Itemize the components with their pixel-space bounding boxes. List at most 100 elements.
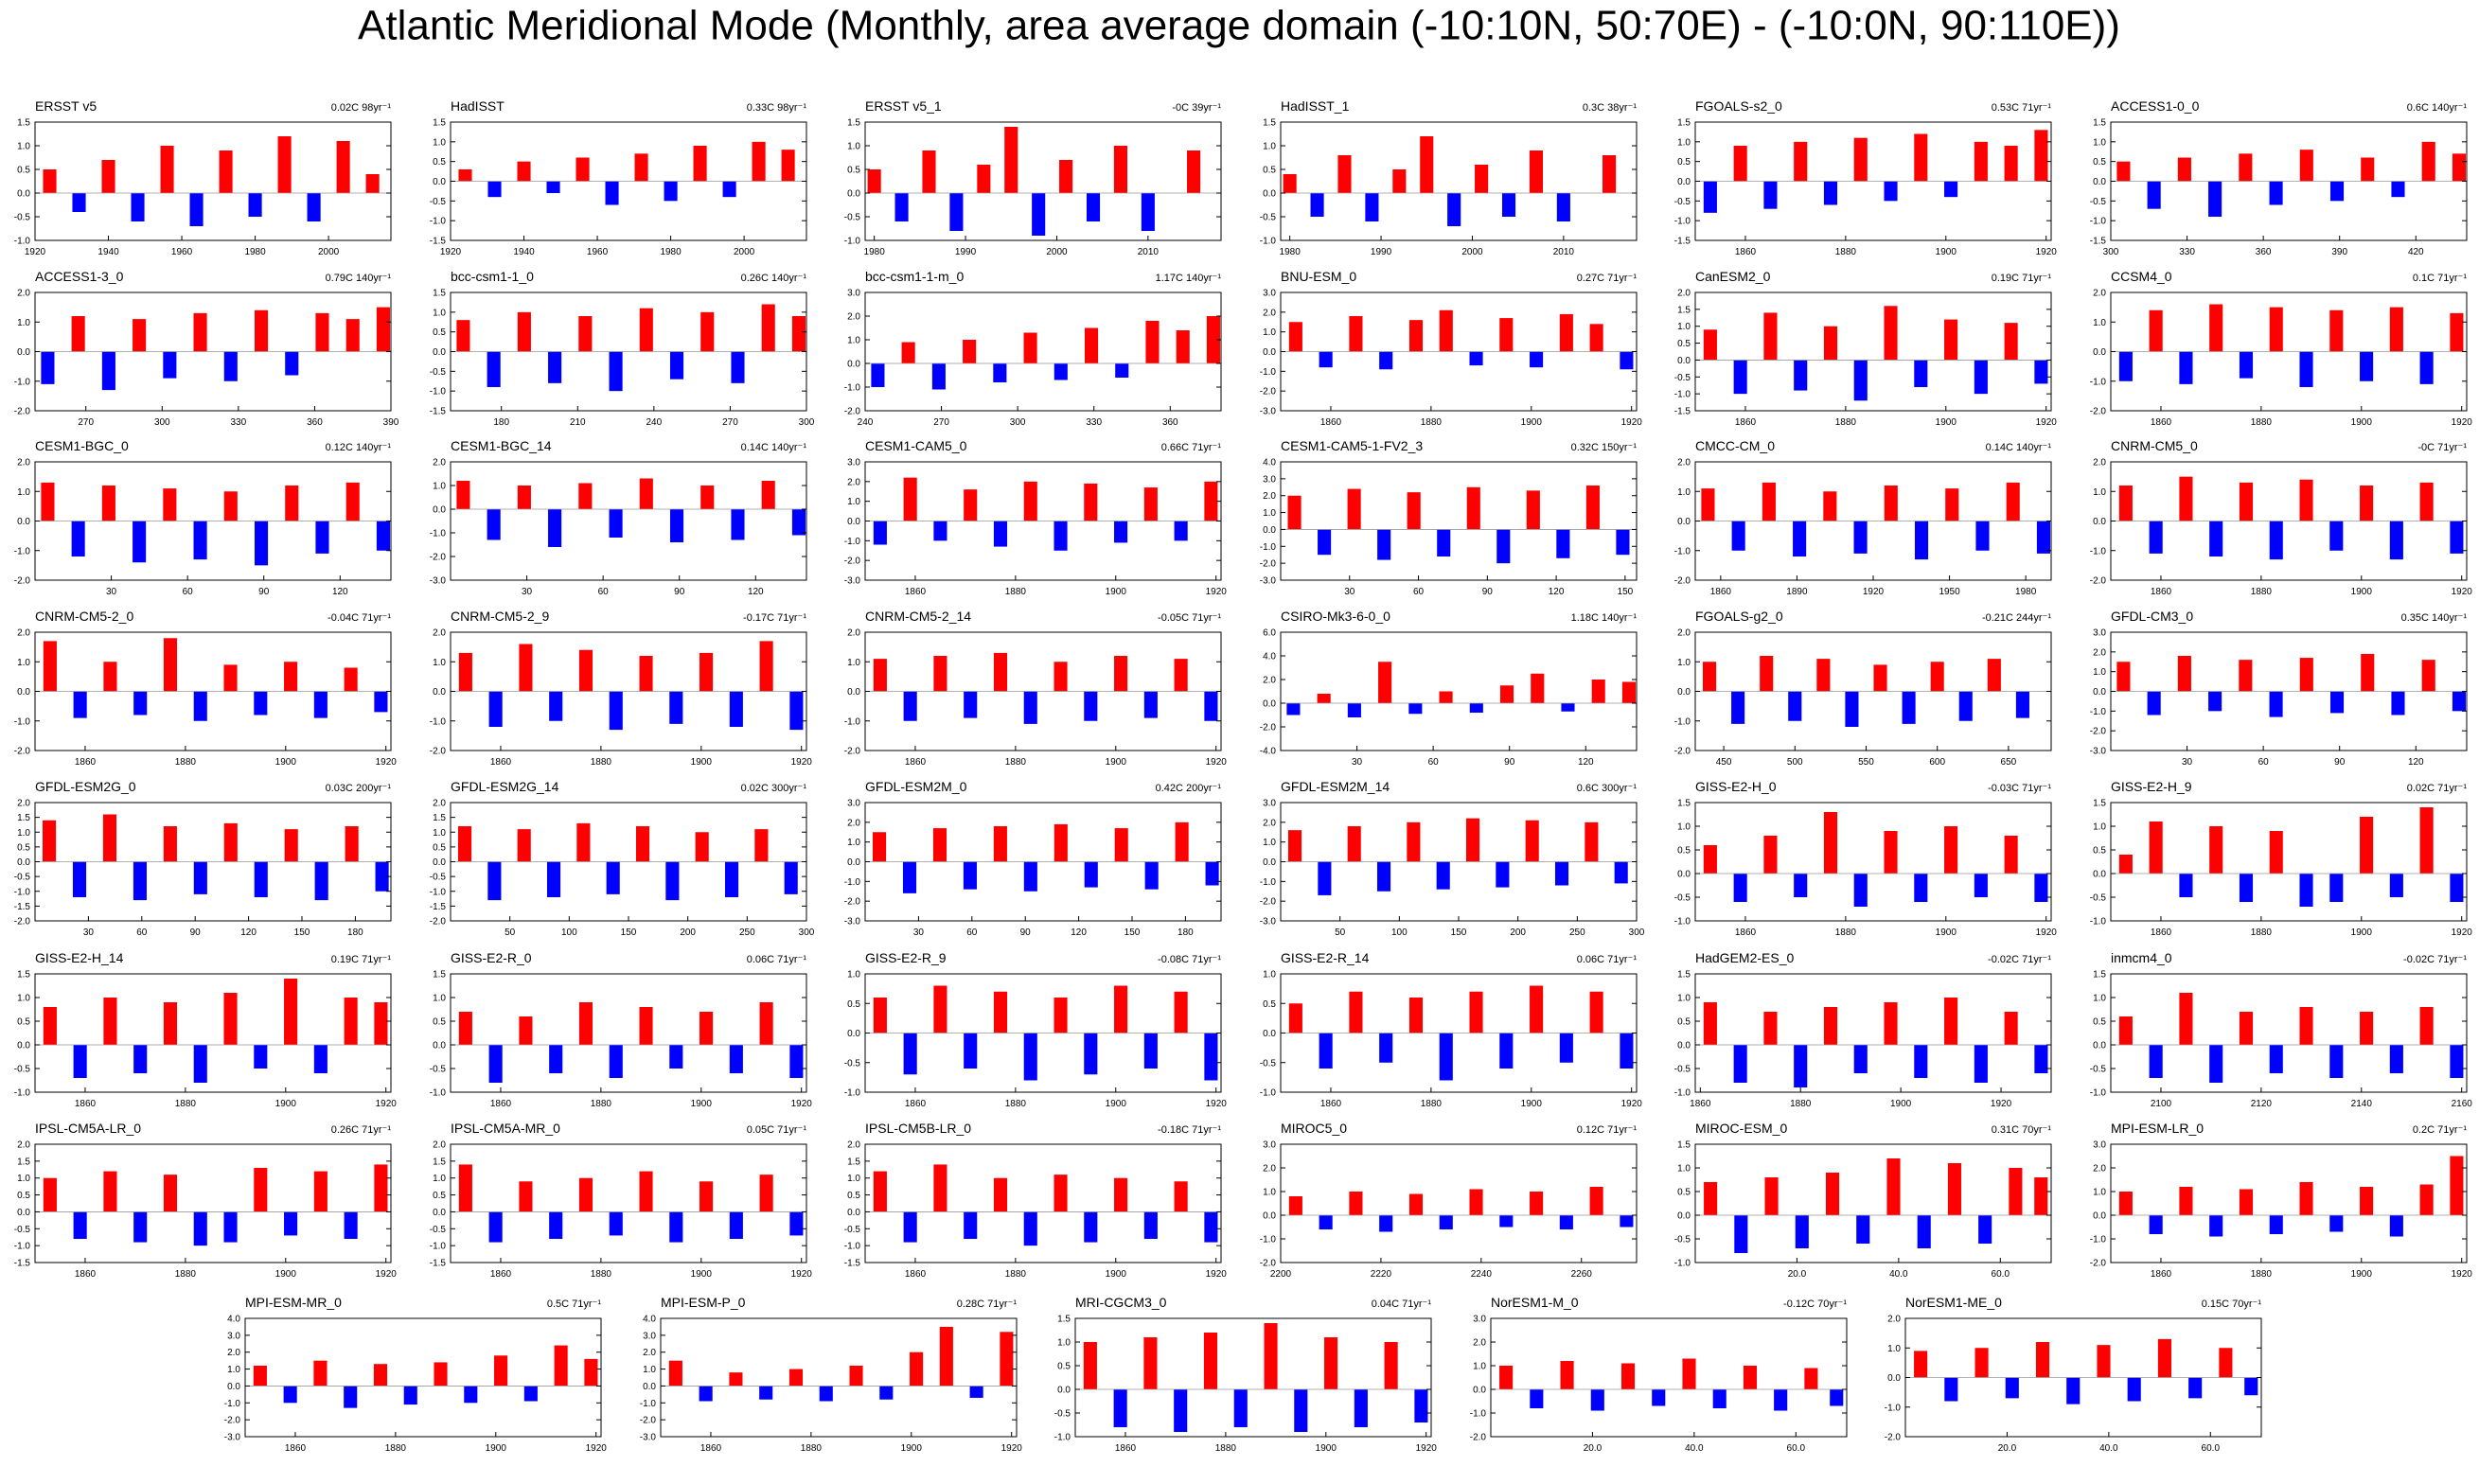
bar xyxy=(2239,351,2254,379)
x-tick-label: 90 xyxy=(1020,928,1032,938)
y-tick-label: -1.0 xyxy=(844,716,861,727)
x-tick-label: 1900 xyxy=(691,1269,713,1280)
bar xyxy=(789,691,804,731)
bar xyxy=(1436,861,1450,890)
x-tick-label: 650 xyxy=(2001,757,2017,768)
bar xyxy=(1054,363,1068,380)
bar xyxy=(2004,1012,2018,1045)
bar xyxy=(1319,1033,1333,1069)
y-tick-label: -1.5 xyxy=(844,1259,861,1269)
bar xyxy=(2147,181,2161,209)
x-tick-label: 1860 xyxy=(2151,417,2172,428)
bar xyxy=(1914,360,1928,387)
y-tick-label: 1.0 xyxy=(433,658,446,668)
panel-title: MPI-ESM-P_0 xyxy=(661,1295,746,1310)
panel-title: CSIRO-Mk3-6-0_0 xyxy=(1281,609,1390,624)
bar xyxy=(1589,1187,1603,1215)
bar xyxy=(1944,181,1958,198)
bar xyxy=(964,1033,978,1069)
bar xyxy=(1437,529,1451,556)
bar xyxy=(2118,1016,2133,1045)
panel-title: CanESM2_0 xyxy=(1695,269,1771,284)
y-tick-label: 0.0 xyxy=(847,360,860,370)
bar xyxy=(1113,146,1127,193)
trend-label: 0.42C 200yr⁻¹ xyxy=(1156,783,1222,794)
y-tick-label: 1.0 xyxy=(1473,1362,1486,1372)
bar xyxy=(731,351,745,383)
bar xyxy=(1944,998,1958,1045)
x-tick-label: 1900 xyxy=(1106,587,1127,597)
panel-title: HadISST_1 xyxy=(1281,98,1350,114)
bar xyxy=(993,991,1008,1034)
bar xyxy=(2219,1348,2233,1378)
plot-frame xyxy=(2110,1143,2468,1263)
y-tick-label: -1.0 xyxy=(1260,367,1277,378)
bar xyxy=(1233,1389,1248,1427)
bar xyxy=(548,509,562,547)
y-tick-label: 1.5 xyxy=(433,118,446,129)
x-tick-label: 1900 xyxy=(2351,1269,2373,1280)
panel-title: BNU-ESM_0 xyxy=(1281,269,1356,284)
bar xyxy=(283,1386,297,1404)
bar xyxy=(1174,659,1188,692)
bar xyxy=(1204,1033,1218,1081)
bar xyxy=(549,1211,563,1239)
trend-label: 0.06C 71yr⁻¹ xyxy=(747,954,807,965)
x-tick-label: 1920 xyxy=(1206,1269,1228,1280)
y-tick-label: 1.0 xyxy=(1677,322,1691,332)
bar xyxy=(1530,985,1544,1034)
x-tick-label: 1990 xyxy=(955,247,977,257)
bar xyxy=(1354,1389,1368,1427)
x-tick-label: 60 xyxy=(2258,757,2270,768)
x-tick-label: 1860 xyxy=(490,1099,512,1109)
bar xyxy=(1376,861,1391,892)
bar xyxy=(1054,521,1068,551)
x-tick-label: 20.0 xyxy=(1584,1443,1602,1454)
bar xyxy=(609,1045,623,1078)
x-tick-label: 30 xyxy=(1352,757,1363,768)
y-tick-label: 0.0 xyxy=(1677,517,1691,527)
bar xyxy=(2450,1045,2464,1078)
bar xyxy=(2361,157,2375,182)
bar xyxy=(133,691,148,716)
bar xyxy=(1914,133,1928,182)
y-tick-label: 0.0 xyxy=(1677,1211,1691,1222)
x-tick-label: 1900 xyxy=(1106,1099,1127,1109)
plot-frame xyxy=(450,802,807,922)
bar xyxy=(365,174,380,193)
bar xyxy=(163,351,177,379)
trend-label: 0.79C 140yr⁻¹ xyxy=(326,273,392,284)
plot-frame xyxy=(450,292,807,412)
panel-title: CESM1-BGC_14 xyxy=(451,438,552,453)
y-tick-label: -1.0 xyxy=(844,537,861,547)
bar xyxy=(1794,874,1808,897)
bar xyxy=(1023,332,1037,363)
y-tick-label: 2.0 xyxy=(1263,1164,1276,1175)
bar xyxy=(1408,1193,1424,1215)
bar xyxy=(1917,1215,1931,1248)
y-tick-label: -0.5 xyxy=(1674,373,1691,383)
trend-label: -0.02C 71yr⁻¹ xyxy=(1988,954,2051,965)
bar xyxy=(1944,826,1958,874)
bar xyxy=(1143,691,1158,718)
bar xyxy=(554,1345,568,1387)
bar xyxy=(1469,991,1483,1034)
bar xyxy=(1347,826,1361,862)
x-tick-label: 1920 xyxy=(2452,417,2473,428)
trend-label: -0.18C 71yr⁻¹ xyxy=(1158,1124,1221,1136)
y-tick-label: -2.0 xyxy=(1674,576,1691,587)
bar xyxy=(193,691,207,721)
y-tick-label: -0.5 xyxy=(2090,893,2107,904)
y-tick-label: 0.0 xyxy=(1263,1029,1276,1039)
x-tick-label: 1880 xyxy=(2251,587,2273,597)
bar xyxy=(1407,822,1421,862)
y-tick-label: 0.5 xyxy=(1263,999,1276,1010)
bar xyxy=(1974,874,1988,897)
bar xyxy=(789,1045,804,1078)
bar xyxy=(71,316,85,352)
panel-title: GFDL-CM3_0 xyxy=(2111,609,2193,624)
y-tick-label: -1.0 xyxy=(14,546,31,556)
y-tick-label: 2.0 xyxy=(433,628,446,639)
y-tick-label: 0.5 xyxy=(1677,1017,1691,1028)
bar xyxy=(1310,193,1324,217)
